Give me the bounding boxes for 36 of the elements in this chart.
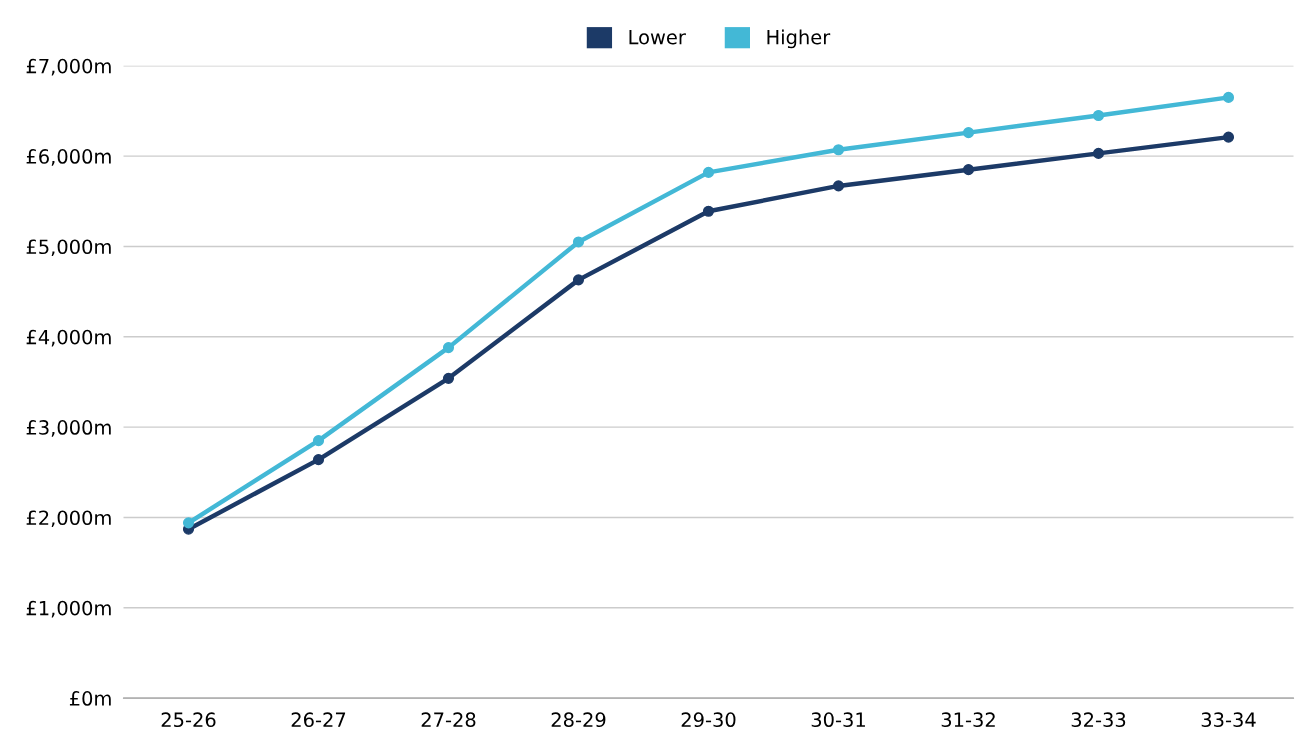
x-tick-label: 31-32 xyxy=(941,712,995,728)
x-tick-label: 33-34 xyxy=(1201,712,1256,728)
y-tick-label: £2,000m xyxy=(26,510,111,528)
legend-label: Higher xyxy=(767,29,831,49)
point xyxy=(832,180,845,192)
point xyxy=(1222,131,1235,143)
x-tick-label: 29-30 xyxy=(681,712,736,728)
point xyxy=(182,517,195,529)
point xyxy=(1092,109,1105,122)
point xyxy=(702,205,715,217)
point xyxy=(572,274,585,286)
y-tick-label: £4,000m xyxy=(26,329,111,347)
point xyxy=(1222,91,1235,103)
legend-label: Lower xyxy=(629,30,686,45)
point xyxy=(962,127,975,139)
x-tick-label: 25-26 xyxy=(161,712,216,728)
y-tick-label: £3,000m xyxy=(26,420,111,437)
point xyxy=(962,164,975,176)
x-tick-label: 32-33 xyxy=(1071,712,1126,728)
point xyxy=(442,372,455,384)
point xyxy=(312,435,325,447)
point xyxy=(442,342,455,354)
x-tick-label: 30-31 xyxy=(811,712,865,728)
x-tick-label: 28-29 xyxy=(551,712,606,728)
y-tick-label: £5,000m xyxy=(26,239,111,257)
point xyxy=(572,236,585,248)
point xyxy=(312,454,325,466)
y-tick-label: £6,000m xyxy=(26,149,111,166)
x-tick-label: 26-27 xyxy=(291,712,346,728)
y-tick-label: £0m xyxy=(69,691,111,706)
y-tick-label: £7,000m xyxy=(26,58,111,76)
x-tick-label: 27-28 xyxy=(421,712,476,728)
y-tick-label: £1,000m xyxy=(26,600,111,618)
point xyxy=(1092,147,1105,159)
point xyxy=(702,166,715,178)
point xyxy=(832,144,845,156)
